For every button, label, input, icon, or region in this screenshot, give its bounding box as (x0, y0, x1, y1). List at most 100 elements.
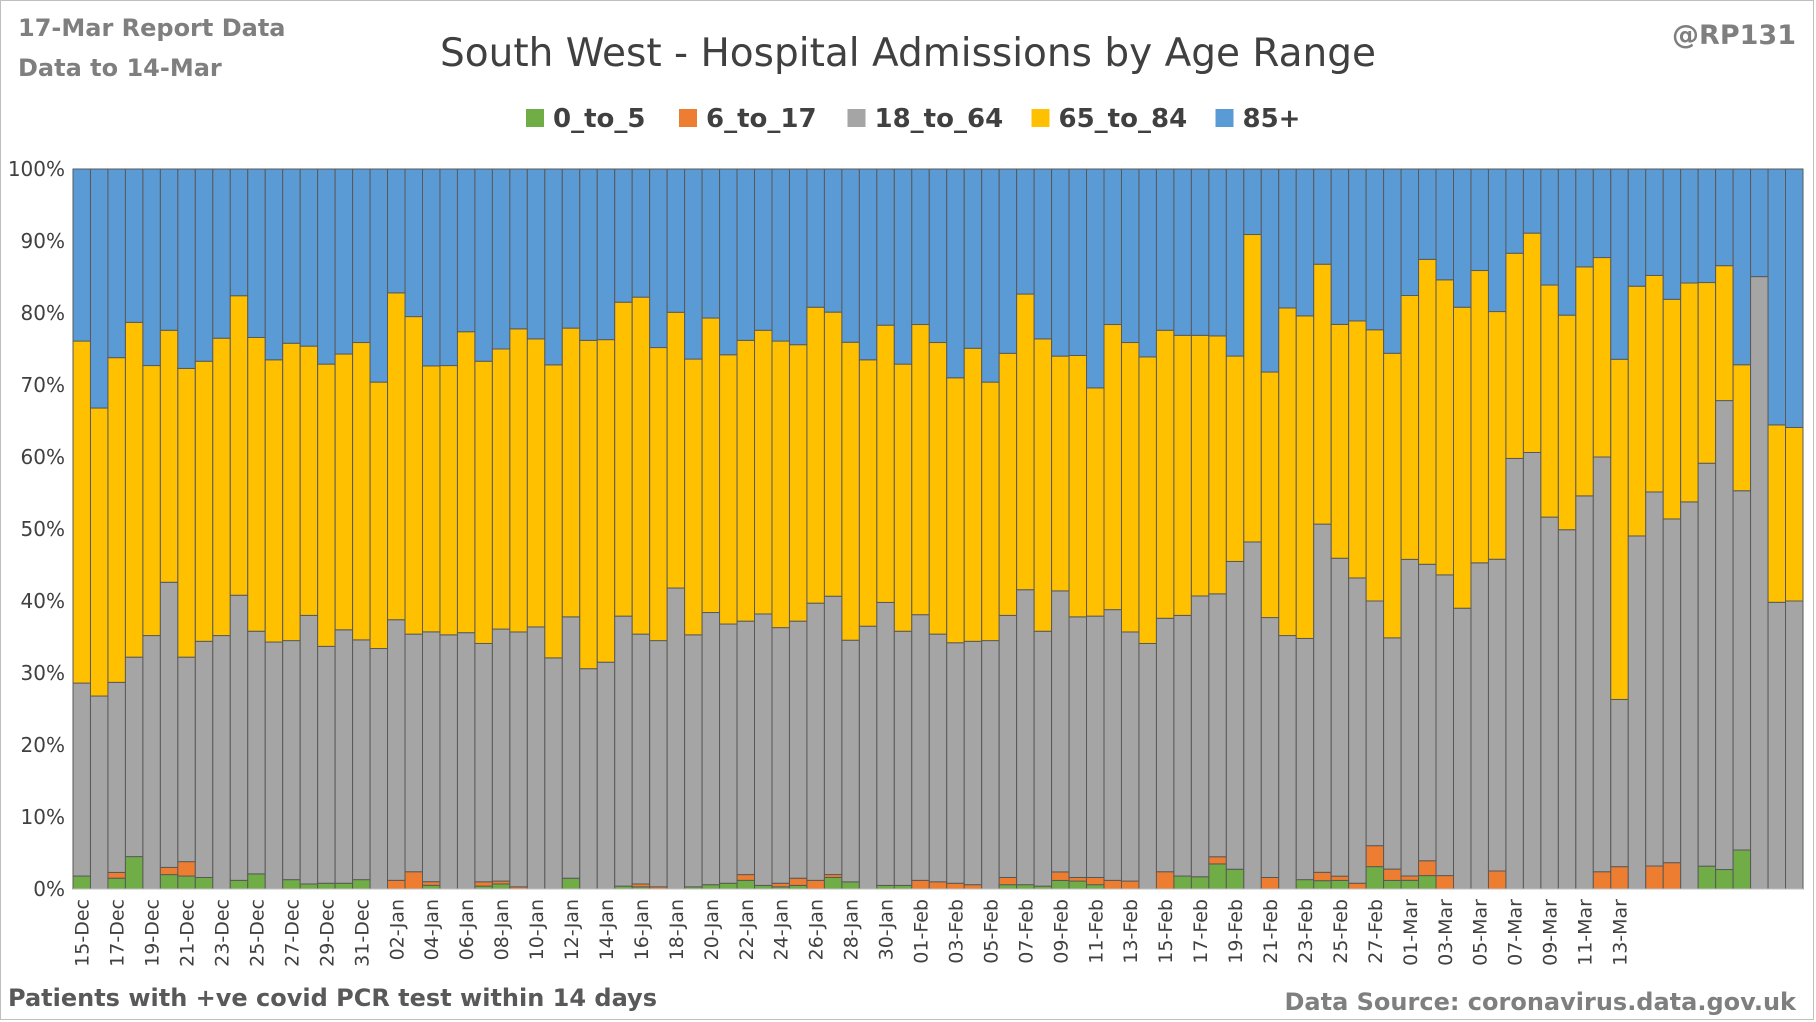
bar-segment-0-to-5 (561, 877, 581, 890)
bar-segment-85- (544, 168, 563, 366)
bar-segment-6-to-17 (928, 881, 948, 890)
x-tick-label: 27-Feb (1365, 899, 1387, 964)
bar-segment-65-to-84 (771, 340, 790, 629)
bar-segment-65-to-84 (1348, 320, 1367, 579)
x-tick-label: 31-Dec (351, 899, 373, 967)
bar-segment-85- (404, 168, 423, 318)
bar-segment-65-to-84 (1155, 329, 1175, 619)
bar-segment-18-to-64 (858, 625, 878, 890)
bar-segment-65-to-84 (1033, 338, 1053, 632)
bar-segment-18-to-64 (334, 629, 354, 884)
bar-segment-6-to-17 (1662, 862, 1682, 890)
bar-segment-85- (876, 168, 895, 326)
bar-segment-6-to-17 (1260, 876, 1280, 890)
bar-segment-65-to-84 (212, 337, 231, 637)
bar-segment-18-to-64 (369, 648, 389, 890)
x-tick-label: 20-Jan (701, 899, 723, 960)
bar-segment-85- (1225, 168, 1245, 357)
x-tick-label: 06-Jan (456, 899, 478, 960)
bar-segment-65-to-84 (369, 381, 389, 650)
bar-segment-18-to-64 (1051, 590, 1070, 873)
bar-segment-18-to-64 (1086, 615, 1105, 878)
bar-segment-18-to-64 (387, 619, 406, 881)
bar-segment-65-to-84 (456, 331, 476, 634)
bar-segment-18-to-64 (981, 640, 1000, 890)
x-tick-label: 03-Mar (1435, 899, 1457, 966)
bar-segment-85- (491, 168, 511, 350)
bar-segment-18-to-64 (1365, 600, 1385, 847)
bar-segment-18-to-64 (596, 661, 616, 890)
bar-segment-65-to-84 (1173, 334, 1192, 616)
bar-segment-18-to-64 (1313, 523, 1332, 873)
bar-segment-85- (614, 168, 633, 303)
bar-segment-65-to-84 (1208, 335, 1227, 595)
x-tick-label: 09-Mar (1540, 899, 1562, 966)
bar-segment-85- (1313, 168, 1332, 265)
legend-label: 6_to_17 (706, 104, 817, 134)
bar-segment-18-to-64 (1732, 490, 1752, 851)
bar-segment-65-to-84 (1680, 282, 1699, 503)
x-tick-label: 28-Jan (841, 899, 863, 960)
bar-segment-65-to-84 (421, 365, 441, 633)
x-tick-label: 15-Dec (72, 899, 94, 967)
bar-segment-65-to-84 (998, 352, 1018, 616)
bar-segment-85- (911, 168, 930, 326)
bar-segment-85- (1120, 168, 1140, 344)
bar-segment-18-to-64 (701, 612, 721, 886)
bar-segment-65-to-84 (1086, 387, 1105, 617)
bar-segment-18-to-64 (352, 639, 371, 881)
x-tick-label: 15-Feb (1155, 899, 1177, 964)
bar-segment-18-to-64 (229, 594, 249, 881)
bar-segment-85- (1522, 168, 1542, 234)
bar-segment-85- (1453, 168, 1472, 308)
x-tick-label: 21-Feb (1260, 899, 1282, 964)
bar-segment-0-to-5 (893, 884, 913, 890)
bar-segment-85- (561, 168, 581, 329)
bar-segment-6-to-17 (474, 881, 493, 887)
bar-segment-65-to-84 (981, 381, 1000, 642)
x-tick-label: 12-Jan (561, 899, 583, 960)
bar-segment-85- (1715, 168, 1734, 267)
bar-segment-18-to-64 (421, 631, 441, 883)
x-tick-label: 16-Jan (631, 899, 653, 960)
bar-segment-18-to-64 (823, 595, 843, 876)
bar-segment-65-to-84 (247, 336, 266, 632)
bar-segment-65-to-84 (1627, 285, 1647, 537)
bar-segment-65-to-84 (754, 329, 773, 615)
bar-segment-18-to-64 (1697, 462, 1717, 867)
bar-segment-65-to-84 (1295, 315, 1315, 639)
bar-segment-65-to-84 (404, 316, 423, 635)
bar-segment-65-to-84 (1557, 314, 1577, 531)
bar-segment-18-to-64 (1592, 456, 1612, 873)
bar-segment-65-to-84 (1418, 258, 1437, 565)
bar-segment-6-to-17 (1313, 871, 1332, 882)
bar-segment-85- (1068, 168, 1088, 356)
bar-segment-85- (212, 168, 231, 339)
bar-segment-85- (1330, 168, 1350, 325)
bar-segment-18-to-64 (1715, 400, 1734, 871)
bar-segment-65-to-84 (299, 345, 319, 616)
bar-segment-85- (1540, 168, 1559, 286)
bar-segment-65-to-84 (579, 339, 598, 670)
bar-segment-6-to-17 (107, 871, 126, 879)
bar-segment-18-to-64 (1557, 529, 1577, 890)
bar-segment-0-to-5 (1697, 865, 1717, 890)
bar-segment-65-to-84 (946, 377, 965, 644)
bar-segment-0-to-5 (317, 882, 336, 890)
bar-segment-6-to-17 (1120, 880, 1140, 890)
bar-segment-18-to-64 (1208, 593, 1227, 858)
bar-segment-6-to-17 (1400, 875, 1420, 881)
bar-segment-0-to-5 (1173, 875, 1192, 890)
bar-segment-18-to-64 (666, 587, 686, 890)
bar-segment-65-to-84 (1522, 232, 1542, 453)
bar-segment-85- (666, 168, 686, 313)
bar-segment-6-to-17 (946, 882, 965, 890)
bar-segment-0-to-5 (1016, 884, 1035, 890)
bar-segment-85- (1697, 168, 1717, 284)
bar-segment-18-to-64 (1138, 642, 1157, 890)
bar-segment-18-to-64 (1645, 491, 1664, 867)
bar-segment-18-to-64 (561, 616, 581, 879)
bar-segment-85- (1400, 168, 1420, 297)
bar-segment-85- (1190, 168, 1210, 336)
bar-segment-85- (1418, 168, 1437, 260)
